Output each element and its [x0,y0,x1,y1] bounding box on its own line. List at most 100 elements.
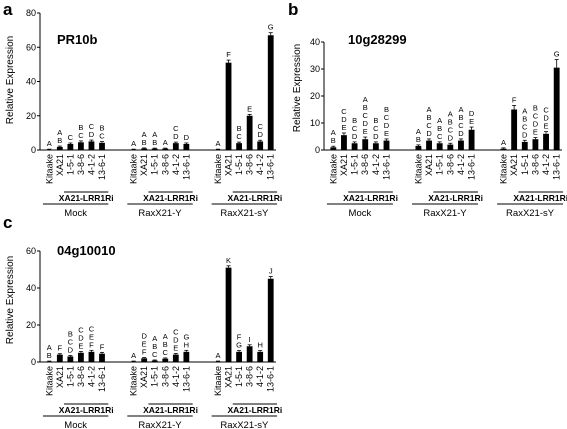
x-category-label: Kitaake [499,154,509,184]
x-category-label: Kitaake [129,366,139,396]
significance-letter: J [269,267,273,276]
x-category-label: XA21 [224,366,234,388]
bar [415,145,422,150]
bar [267,278,274,362]
subgroup-label: XA21-LRR1Ri [428,193,483,203]
bar [56,354,63,362]
significance-letter: A [131,139,136,148]
bar [151,360,158,362]
panel-letter: a [3,0,13,19]
bar [236,143,242,150]
subgroup-label: XA21-LRR1Ri [59,193,114,203]
x-category-label: 3-8-6 [76,366,86,387]
significance-letter: A [215,139,220,148]
group-label: RaxX21-Y [138,208,182,219]
x-category-label: Kitaake [213,154,223,184]
subgroup-label: XA21-LRR1Ri [228,193,283,203]
bar [225,62,232,150]
bar [183,351,190,362]
bar [99,353,105,362]
bar [88,351,95,362]
bar [246,115,253,150]
bar [543,133,549,150]
y-tick-label: 0 [315,145,320,155]
significance-letter: A [47,139,52,148]
group-label: RaxX21-Y [423,208,467,219]
x-category-label: 1-5-1 [350,154,360,175]
bar [532,139,539,150]
x-category-label: 1-5-1 [150,154,160,175]
x-category-label: 1-5-1 [435,154,445,175]
bar [162,358,169,362]
significance-letter: A [215,351,220,360]
bar [141,148,148,150]
chart-title: 04g10010 [57,243,116,258]
panel-c: c 04g10010 Relative Expression 0 20 40 60 A B Kit… [3,213,282,429]
bar [215,149,221,151]
x-category-label: XA21 [139,366,149,388]
y-tick-label: 60 [26,42,36,52]
y-axis-label: Relative Expression [5,256,16,344]
bar [330,147,337,150]
x-category-label: Kitaake [129,154,139,184]
bar [372,143,379,150]
y-tick-label: 0 [31,357,36,367]
group-label: Mock [349,208,372,219]
y-tick-label: 40 [310,37,320,47]
bar [521,141,528,150]
bar [130,361,137,363]
x-category-label: 4-1-2 [171,154,181,175]
bar [130,149,137,151]
x-category-label: 13-6-1 [97,366,107,392]
bar [426,140,432,150]
x-category-label: Kitaake [413,154,423,184]
bar [151,148,158,150]
x-category-label: 3-8-6 [445,154,455,175]
chart-title: 10g28299 [348,32,407,47]
significance-letter: F [512,95,517,104]
bar [553,67,560,150]
x-category-label: XA21 [55,154,65,176]
bar [172,354,179,362]
x-category-label: 3-8-6 [76,154,86,175]
bar [341,135,347,150]
group-label: RaxX21-sY [220,208,269,219]
subgroup-label: XA21-LRR1Ri [228,405,283,415]
bar [67,356,74,362]
x-category-label: 3-8-6 [360,154,370,175]
bar [436,143,443,150]
significance-letter: F [226,50,231,59]
panel-letter: c [3,213,12,232]
significance-letter: K [226,256,231,265]
significance-letter: A [131,351,136,360]
x-category-label: 1-5-1 [520,154,530,175]
bar [383,140,390,150]
y-tick-label: 20 [26,111,36,121]
x-category-label: 3-8-6 [160,154,170,175]
chart-title: PR10b [57,32,98,47]
x-category-label: 4-1-2 [541,154,551,175]
subgroup-label: XA21-LRR1Ri [513,193,567,203]
bar [46,149,53,151]
x-category-label: 13-6-1 [181,366,191,392]
